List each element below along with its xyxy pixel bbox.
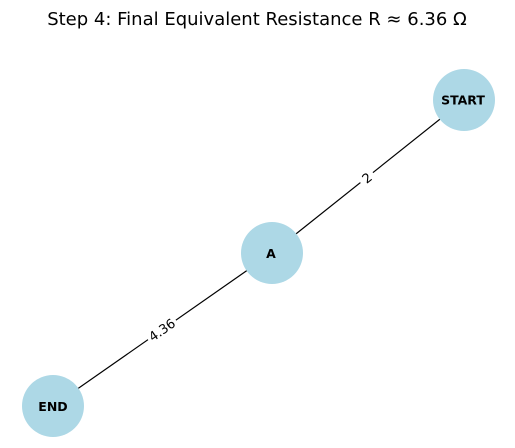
node-start: START xyxy=(433,69,495,131)
diagram-title: Step 4: Final Equivalent Resistance R ≈ … xyxy=(47,9,467,30)
node-a-circle xyxy=(241,222,303,284)
node-start-label: START xyxy=(441,93,485,108)
node-end-circle xyxy=(22,375,84,437)
node-end-label: END xyxy=(38,399,67,414)
edge-label-start-a: 2 xyxy=(355,165,379,191)
node-end: END xyxy=(22,375,84,437)
edge-label-a-end: 4.36 xyxy=(142,312,182,348)
node-a-label: A xyxy=(266,246,276,261)
node-a: A xyxy=(241,222,303,284)
node-start-circle xyxy=(433,69,495,131)
